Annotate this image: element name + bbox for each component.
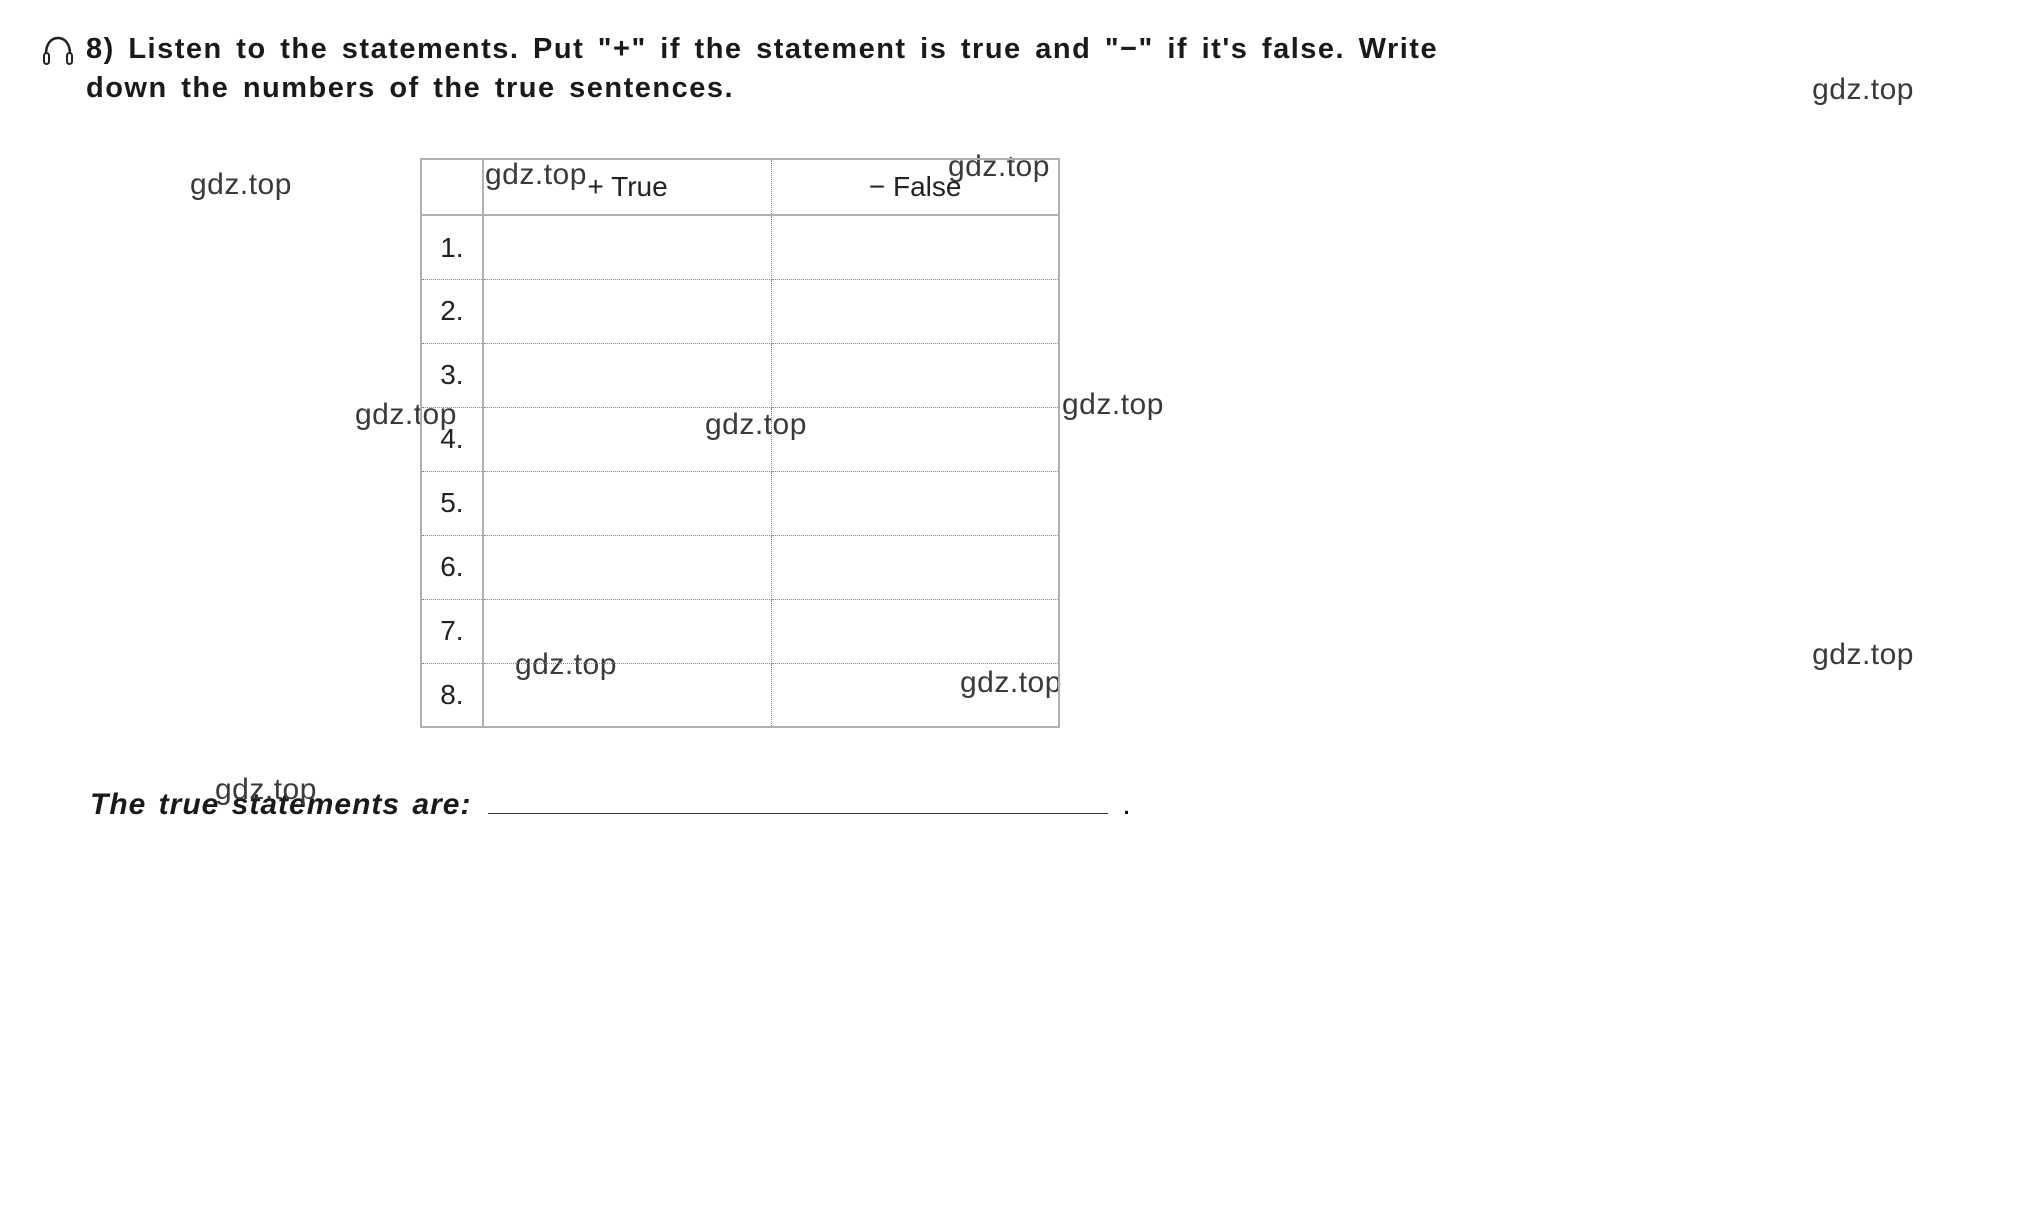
content-area: gdz.top gdz.top gdz.top gdz.top gdz.top … [40, 158, 2004, 822]
cell-true[interactable] [483, 535, 772, 599]
row-number: 1. [421, 215, 483, 279]
cell-false[interactable] [772, 535, 1059, 599]
cell-true[interactable] [483, 343, 772, 407]
answer-blank[interactable] [488, 797, 1108, 815]
cell-true[interactable] [483, 407, 772, 471]
headphones-icon [40, 34, 76, 75]
instruction-line-1: 8) Listen to the statements. Put "+" if … [86, 30, 1438, 69]
header-false: − False [772, 159, 1059, 215]
table-row: 3. [421, 343, 1059, 407]
watermark: gdz.top [190, 168, 292, 202]
watermark: gdz.top [1062, 388, 1164, 422]
header-blank [421, 159, 483, 215]
cell-true[interactable] [483, 663, 772, 727]
row-number: 7. [421, 599, 483, 663]
footer-answer-line: The true statements are: . [90, 788, 2004, 822]
cell-false[interactable] [772, 599, 1059, 663]
cell-false[interactable] [772, 279, 1059, 343]
footer-label: The true statements are: [90, 788, 471, 821]
header-true: + True [483, 159, 772, 215]
exercise-header: 8) Listen to the statements. Put "+" if … [40, 30, 2004, 108]
footer-period: . [1122, 788, 1130, 821]
cell-false[interactable] [772, 343, 1059, 407]
row-number: 3. [421, 343, 483, 407]
row-number: 8. [421, 663, 483, 727]
instruction-text: 8) Listen to the statements. Put "+" if … [86, 30, 1438, 108]
cell-true[interactable] [483, 599, 772, 663]
cell-false[interactable] [772, 663, 1059, 727]
table-row: 1. [421, 215, 1059, 279]
table-row: 8. [421, 663, 1059, 727]
row-number: 4. [421, 407, 483, 471]
cell-true[interactable] [483, 215, 772, 279]
table-row: 4. [421, 407, 1059, 471]
true-false-table-container: + True − False 1. 2. 3. [420, 158, 1060, 728]
cell-false[interactable] [772, 407, 1059, 471]
instruction-line-2: down the numbers of the true sentences. [86, 69, 1438, 108]
row-number: 5. [421, 471, 483, 535]
cell-false[interactable] [772, 471, 1059, 535]
cell-false[interactable] [772, 215, 1059, 279]
table-row: 6. [421, 535, 1059, 599]
cell-true[interactable] [483, 471, 772, 535]
true-false-table: + True − False 1. 2. 3. [420, 158, 1060, 728]
watermark: gdz.top [1812, 638, 1914, 672]
table-row: 2. [421, 279, 1059, 343]
row-number: 2. [421, 279, 483, 343]
cell-true[interactable] [483, 279, 772, 343]
table-header-row: + True − False [421, 159, 1059, 215]
table-row: 5. [421, 471, 1059, 535]
row-number: 6. [421, 535, 483, 599]
table-row: 7. [421, 599, 1059, 663]
